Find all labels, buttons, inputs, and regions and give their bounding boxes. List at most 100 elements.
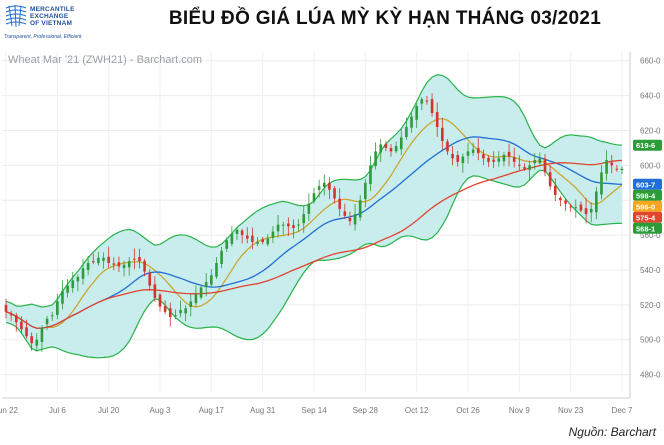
- candle-body: [559, 197, 562, 201]
- candle-body: [579, 204, 583, 211]
- candle-body: [163, 305, 167, 312]
- candle-body: [574, 207, 578, 209]
- candle-body: [307, 203, 311, 214]
- candle-body: [615, 168, 619, 170]
- candle-body: [210, 275, 213, 285]
- candle-body: [441, 127, 444, 141]
- candle-body: [312, 193, 316, 202]
- x-tick-label: Dec 7: [612, 406, 633, 415]
- candle-body: [430, 99, 434, 114]
- candle-body: [528, 165, 531, 170]
- candle-body: [456, 155, 460, 162]
- price-badge: [633, 200, 662, 212]
- candle-body: [184, 308, 187, 314]
- candle-body: [61, 290, 64, 304]
- candle-body: [471, 149, 475, 153]
- candle-body: [86, 262, 90, 271]
- y-tick-label: 540-0: [640, 266, 661, 275]
- candle-body: [133, 258, 136, 260]
- candle-body: [328, 182, 331, 190]
- price-badge-label: 575-4: [636, 213, 656, 222]
- candle-body: [605, 160, 608, 174]
- logo-line: OF VIETNAM: [30, 20, 73, 27]
- candle-body: [245, 235, 249, 239]
- candle-body: [153, 284, 157, 298]
- chart-area: Wheat Mar '21 (ZWH21) - Barchart.com 480…: [0, 46, 664, 418]
- candle-body: [50, 315, 54, 317]
- candle-body: [143, 260, 146, 272]
- candle-body: [384, 143, 388, 148]
- candle-body: [533, 160, 537, 164]
- candle-body: [492, 159, 495, 162]
- y-tick-label: 620-0: [640, 126, 661, 135]
- candle-body: [148, 272, 152, 286]
- price-chart: Wheat Mar '21 (ZWH21) - Barchart.com 480…: [0, 52, 662, 415]
- candle-body: [487, 157, 490, 162]
- candle-body: [179, 310, 182, 314]
- candle-body: [343, 211, 347, 216]
- x-tick-label: Sep 14: [301, 406, 327, 415]
- globe-icon: [5, 4, 27, 28]
- candle-body: [348, 217, 352, 222]
- candle-body: [564, 200, 567, 204]
- candle-body: [461, 156, 465, 164]
- candle-body: [97, 257, 100, 264]
- candle-body: [523, 167, 526, 169]
- candle-body: [107, 256, 110, 263]
- candle-body: [112, 263, 116, 265]
- candle-body: [71, 280, 75, 289]
- candle-body: [225, 240, 229, 249]
- price-badge-label: 598-4: [636, 191, 656, 200]
- candle-body: [40, 327, 44, 342]
- candle-body: [451, 153, 454, 159]
- candle-body: [399, 137, 403, 150]
- price-badge: [633, 139, 662, 151]
- x-tick-label: Jun 22: [0, 406, 19, 415]
- candle-body: [220, 250, 223, 264]
- candle-body: [66, 285, 69, 293]
- candle-body: [358, 200, 362, 218]
- candle-body: [56, 301, 59, 315]
- x-tick-label: Jul 6: [49, 406, 66, 415]
- candle-body: [394, 146, 398, 152]
- ma-long-line: [5, 159, 623, 329]
- candle-body: [117, 262, 121, 267]
- logo-tagline: Transparent, Professional, Efficient: [4, 34, 82, 40]
- candle-body: [538, 158, 542, 164]
- candle-body: [338, 198, 341, 209]
- x-tick-label: Nov 9: [509, 406, 530, 415]
- candle-body: [353, 214, 357, 225]
- y-tick-label: 660-0: [640, 57, 661, 66]
- y-tick-label: 600-0: [640, 161, 661, 170]
- candle-body: [415, 106, 418, 120]
- x-tick-label: Aug 17: [199, 406, 225, 415]
- candle-body: [215, 262, 218, 277]
- logo-line: MERCANTILE: [30, 6, 75, 13]
- price-badge-label: 596-0: [636, 202, 655, 211]
- mxv-logo: MERCANTILE EXCHANGE OF VIETNAM Transpare…: [4, 4, 114, 44]
- candle-body: [548, 172, 552, 187]
- candle-body: [122, 264, 126, 269]
- candle-body: [276, 224, 280, 232]
- y-tick-label: 500-0: [640, 336, 661, 345]
- candle-body: [287, 223, 290, 227]
- candle-body: [194, 294, 198, 304]
- x-tick-label: Nov 23: [558, 406, 584, 415]
- candle-body: [420, 99, 424, 104]
- candle-body: [600, 172, 603, 195]
- source-note: Nguồn: Barchart: [568, 425, 656, 439]
- candle-body: [512, 156, 516, 162]
- candle-body: [25, 327, 28, 337]
- price-badge-label: 603-7: [636, 180, 655, 189]
- x-tick-label: Aug 3: [150, 406, 171, 415]
- candle-body: [446, 141, 449, 152]
- candle-body: [322, 182, 326, 188]
- x-tick-label: Aug 31: [250, 406, 276, 415]
- candle-body: [317, 186, 321, 190]
- candle-body: [45, 318, 49, 325]
- candle-body: [256, 242, 259, 244]
- candle-body: [204, 282, 208, 288]
- header: MERCANTILE EXCHANGE OF VIETNAM Transpare…: [0, 0, 664, 46]
- candle-body: [302, 214, 306, 224]
- candle-body: [297, 224, 300, 226]
